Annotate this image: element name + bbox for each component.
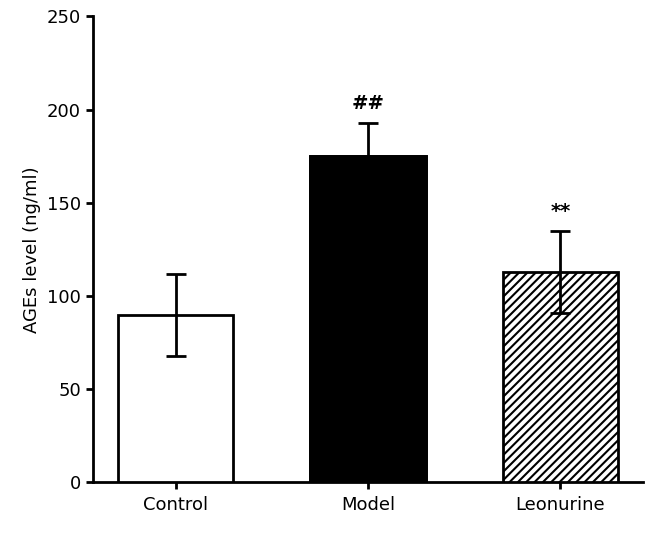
Bar [310, 156, 426, 482]
Text: **: ** [550, 202, 570, 221]
Y-axis label: AGEs level (ng/ml): AGEs level (ng/ml) [23, 166, 41, 333]
Bar [310, 156, 426, 482]
Text: ##: ## [351, 94, 385, 113]
Bar [503, 272, 618, 482]
Bar [118, 315, 233, 482]
